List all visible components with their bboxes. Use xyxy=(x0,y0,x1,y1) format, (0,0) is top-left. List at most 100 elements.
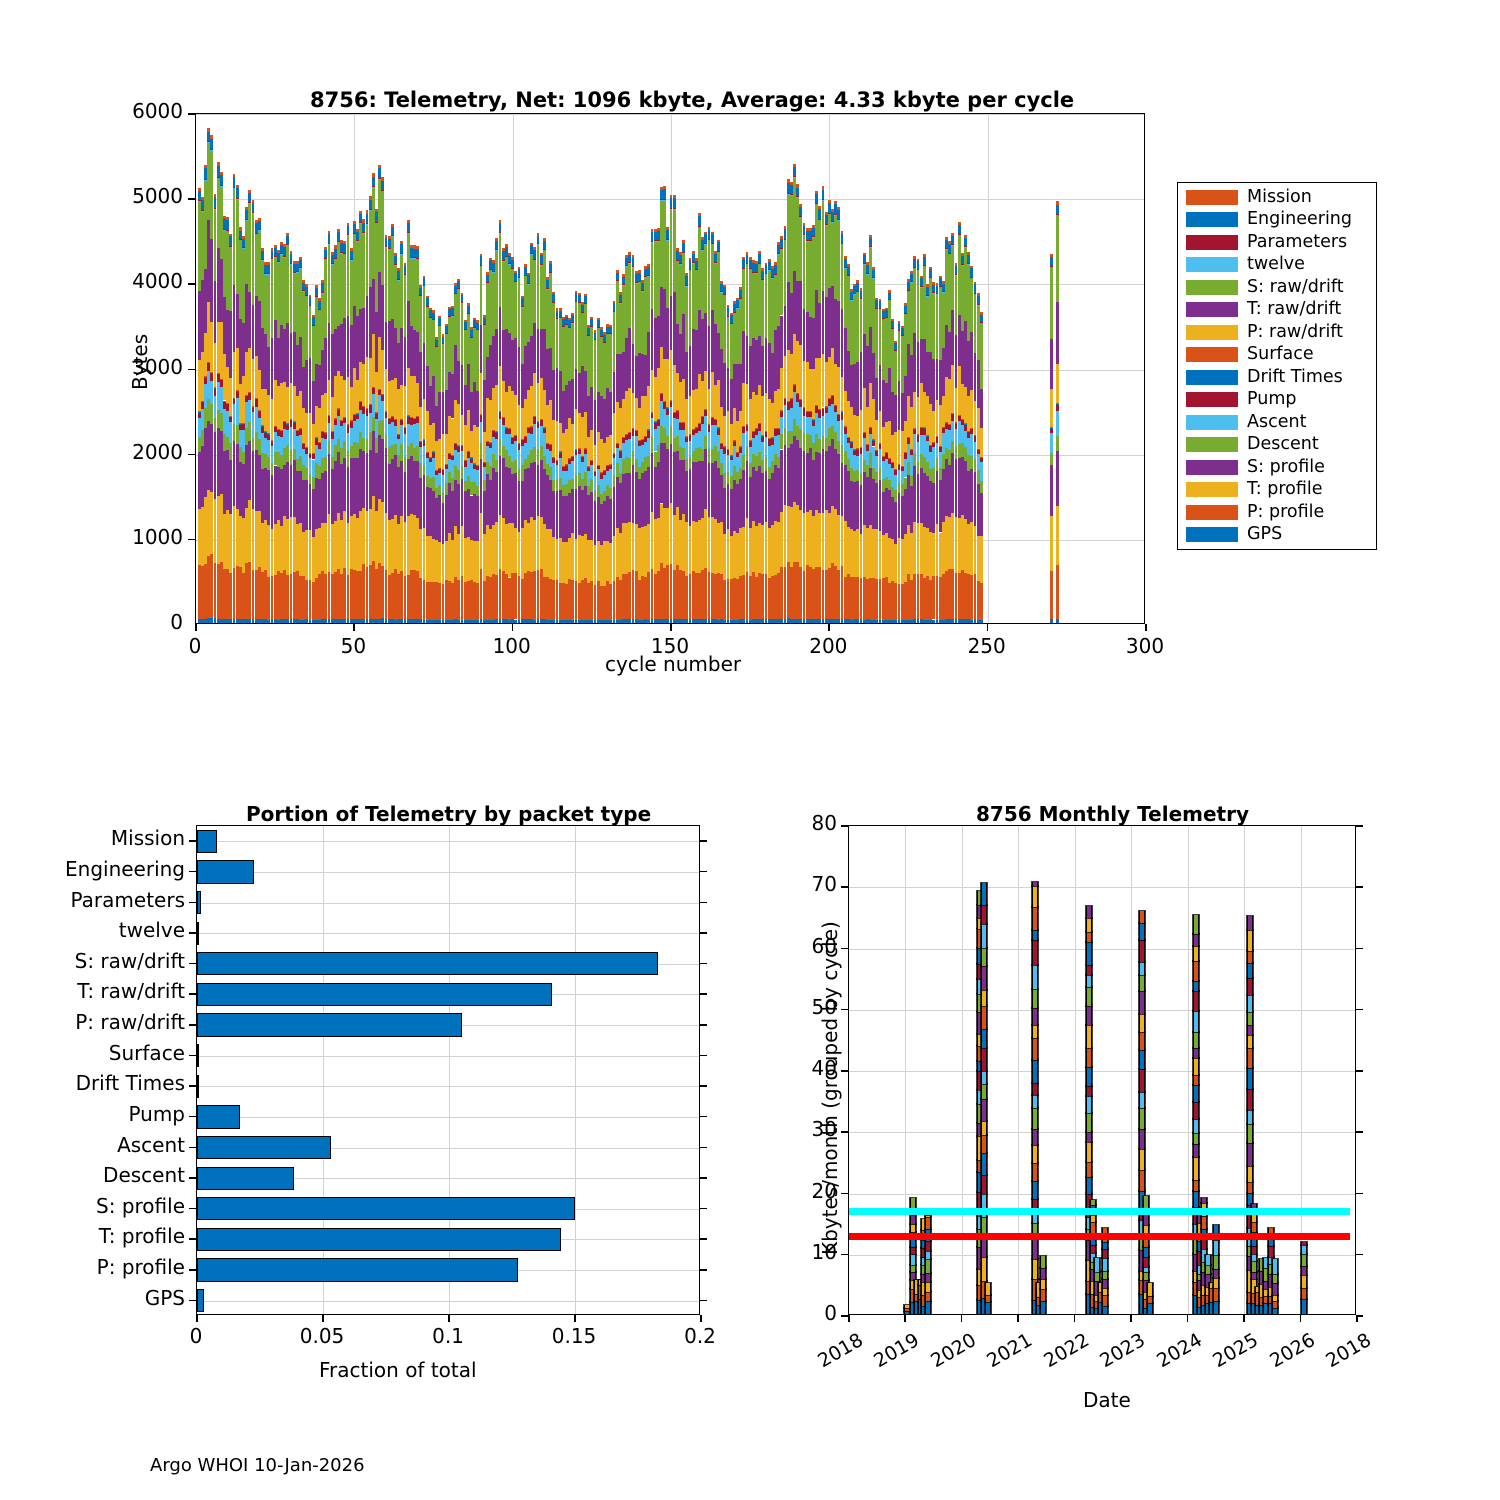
stack-segment xyxy=(321,473,325,523)
stack-segment xyxy=(853,286,857,294)
legend-item[interactable]: GPS xyxy=(1178,524,1376,547)
stack-segment xyxy=(216,321,220,373)
stack-segment xyxy=(346,234,350,235)
legend-item[interactable]: P: raw/drift xyxy=(1178,321,1376,344)
stack-segment xyxy=(625,265,629,339)
stack-segment xyxy=(682,513,686,572)
stack-segment xyxy=(656,231,660,241)
y-tick-label: twelve xyxy=(118,918,185,943)
stack-segment xyxy=(371,393,375,417)
stack-segment xyxy=(704,409,708,416)
stack-segment xyxy=(346,316,350,378)
x-gridline xyxy=(323,826,324,1314)
stack-segment xyxy=(359,432,363,450)
stack-segment xyxy=(701,423,705,449)
stack-segment xyxy=(812,228,815,237)
legend-item[interactable]: Mission xyxy=(1178,186,1376,209)
stack-segment xyxy=(894,340,898,343)
telemetry-bar xyxy=(789,112,793,623)
legend-item[interactable]: Engineering xyxy=(1178,209,1376,232)
monthly-segment xyxy=(1085,1095,1093,1114)
telemetry-bar xyxy=(637,112,641,623)
stack-segment xyxy=(504,433,508,451)
stack-segment xyxy=(786,447,790,507)
stack-segment xyxy=(818,205,822,210)
stack-segment xyxy=(907,281,910,290)
stack-segment xyxy=(470,430,473,458)
telemetry-bar xyxy=(330,112,334,623)
stack-segment xyxy=(314,363,318,406)
stack-segment xyxy=(960,619,964,623)
legend-item[interactable]: Surface xyxy=(1178,344,1376,367)
stack-segment xyxy=(565,323,568,325)
stack-segment xyxy=(891,496,895,539)
telemetry-bar xyxy=(511,112,515,623)
telemetry-bar xyxy=(590,112,594,623)
legend-item[interactable]: T: raw/drift xyxy=(1178,299,1376,322)
legend-item[interactable]: Descent xyxy=(1178,434,1376,457)
stack-segment xyxy=(884,316,888,318)
legend-item[interactable]: Parameters xyxy=(1178,231,1376,254)
stack-segment xyxy=(200,351,204,402)
x-tick xyxy=(1243,1315,1245,1322)
stack-segment xyxy=(530,463,534,517)
legend-item[interactable]: twelve xyxy=(1178,254,1376,277)
stack-segment xyxy=(280,382,283,430)
monthly-segment xyxy=(1101,1294,1109,1307)
legend-item[interactable]: Pump xyxy=(1178,389,1376,412)
legend-item[interactable]: S: raw/drift xyxy=(1178,276,1376,299)
telemetry-bar xyxy=(276,112,280,623)
telemetry-bar xyxy=(821,112,825,623)
legend-item[interactable]: T: profile xyxy=(1178,479,1376,502)
stack-segment xyxy=(932,619,936,623)
stack-segment xyxy=(384,417,388,435)
monthly-bar xyxy=(1138,824,1146,1315)
stack-segment xyxy=(584,448,587,454)
stack-segment xyxy=(881,311,885,319)
stack-segment xyxy=(381,180,385,190)
stack-segment xyxy=(628,439,632,458)
stack-segment xyxy=(698,310,701,374)
stack-segment xyxy=(245,427,249,446)
telemetry-bar xyxy=(435,112,439,623)
stack-segment xyxy=(504,244,508,247)
stack-segment xyxy=(957,619,961,623)
stack-segment xyxy=(552,463,556,480)
stack-segment xyxy=(780,368,784,411)
stack-segment xyxy=(470,336,473,338)
stack-segment xyxy=(894,620,898,623)
stack-segment xyxy=(656,240,660,241)
legend-item[interactable]: Ascent xyxy=(1178,411,1376,434)
stack-segment xyxy=(745,447,749,462)
legend-item[interactable]: S: profile xyxy=(1178,456,1376,479)
stack-segment xyxy=(761,396,765,436)
stack-segment xyxy=(299,268,302,337)
telemetry-bar xyxy=(701,112,705,623)
stack-segment xyxy=(485,282,489,358)
stack-segment xyxy=(552,301,556,303)
legend-item[interactable]: P: profile xyxy=(1178,501,1376,524)
y-tick xyxy=(189,870,196,873)
stack-segment xyxy=(552,619,556,623)
legend-item[interactable]: Drift Times xyxy=(1178,366,1376,389)
stack-segment xyxy=(729,455,733,461)
telemetry-bar xyxy=(305,112,309,623)
stack-segment xyxy=(546,443,549,450)
stack-segment xyxy=(432,476,435,491)
stack-segment xyxy=(789,353,793,399)
stack-segment xyxy=(324,392,328,433)
stack-segment xyxy=(739,298,743,365)
stack-segment xyxy=(869,524,872,579)
stack-segment xyxy=(447,471,451,483)
stack-segment xyxy=(413,245,416,249)
stack-segment xyxy=(767,528,771,579)
stack-segment xyxy=(390,422,394,445)
stack-segment xyxy=(606,540,610,582)
stack-segment xyxy=(818,219,822,303)
stack-segment xyxy=(891,321,895,329)
stack-segment xyxy=(435,346,439,347)
stack-segment xyxy=(210,403,214,425)
stack-segment xyxy=(957,572,961,620)
telemetry-bar xyxy=(387,112,391,623)
stack-segment xyxy=(720,449,724,464)
